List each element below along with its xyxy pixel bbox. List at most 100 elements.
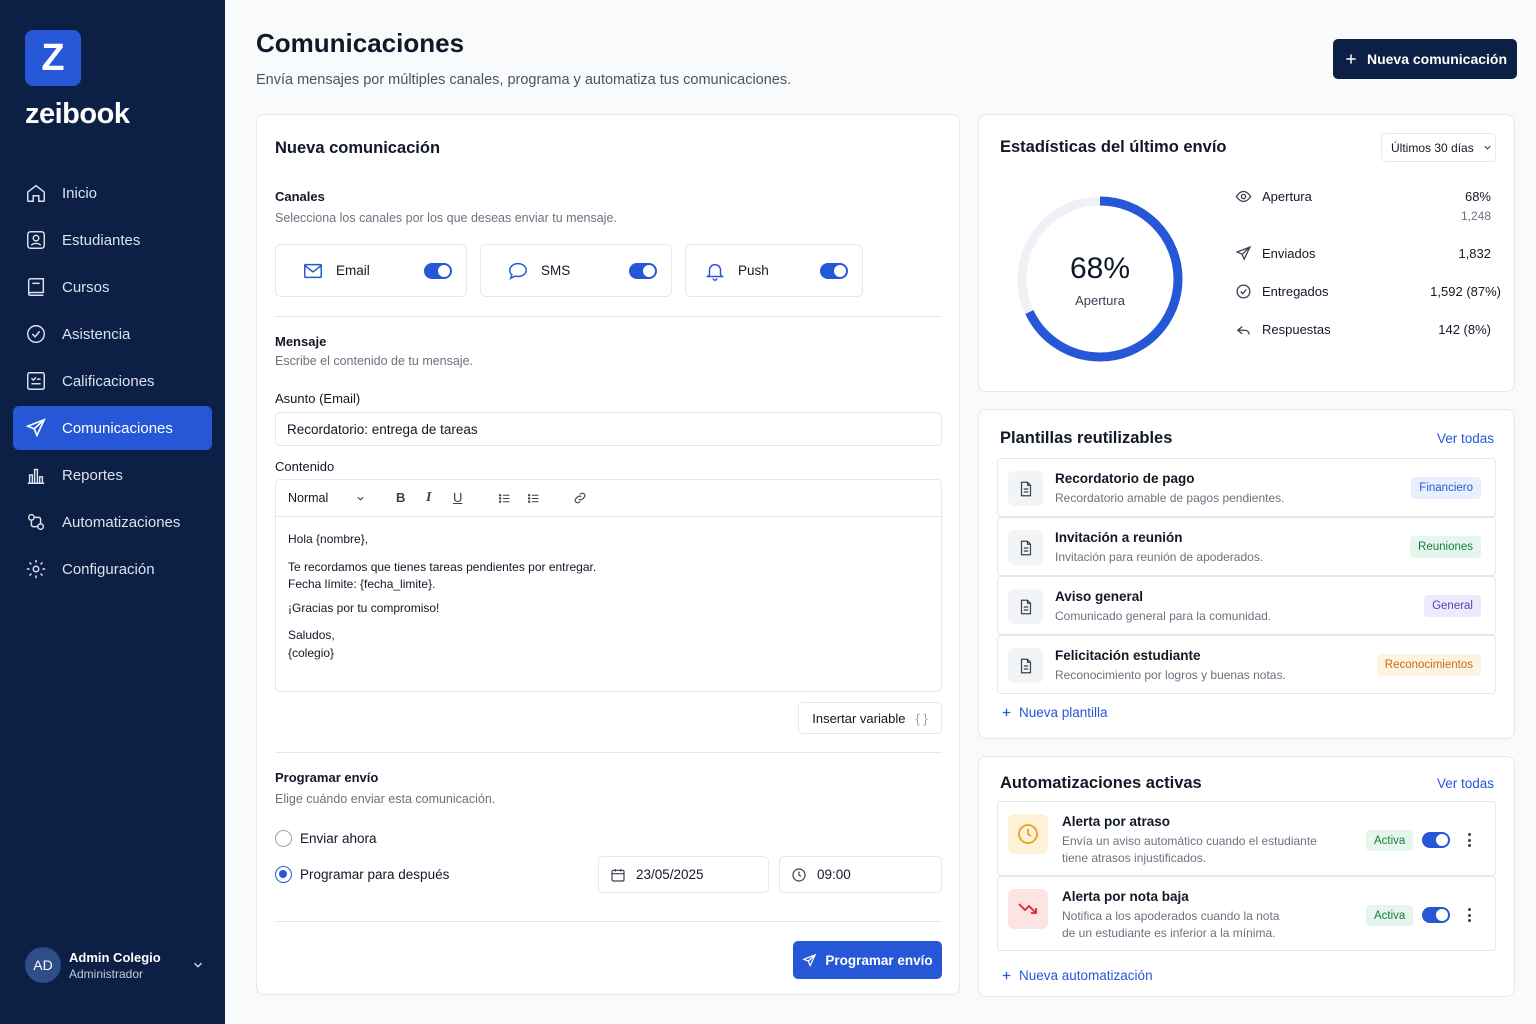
ordered-list-icon[interactable]: [498, 492, 511, 505]
automation-toggle[interactable]: [1422, 832, 1450, 848]
sidebar-item-inicio[interactable]: Inicio: [13, 171, 212, 215]
sms-toggle[interactable]: [629, 263, 657, 279]
range-select[interactable]: Últimos 30 días: [1381, 133, 1496, 162]
subject-value: Recordatorio: entrega de tareas: [287, 421, 478, 437]
divider: [275, 752, 942, 753]
chevron-down-icon: [1484, 145, 1491, 150]
calendar-icon: [611, 868, 625, 882]
send-now-radio[interactable]: [275, 830, 292, 847]
templates-view-all-link[interactable]: Ver todas: [1436, 431, 1494, 446]
template-item[interactable]: Aviso general Comunicado general para la…: [997, 576, 1496, 635]
template-desc: Comunicado general para la comunidad.: [1055, 609, 1272, 623]
send-icon: [1235, 245, 1252, 261]
sidebar-item-asistencia[interactable]: Asistencia: [13, 312, 212, 356]
user-name: Admin Colegio: [69, 949, 161, 965]
body-line: ¡Gracias por tu compromiso!: [288, 600, 440, 615]
document-icon: [1008, 471, 1043, 506]
compose-card: Nueva comunicación Canales Selecciona lo…: [256, 114, 960, 995]
new-communication-label: Nueva comunicación: [1366, 51, 1508, 67]
templates-title: Plantillas reutilizables: [1000, 429, 1173, 447]
email-toggle[interactable]: [424, 263, 452, 279]
sidebar-item-label: Configuración: [62, 560, 155, 578]
send-icon: [802, 953, 817, 967]
automation-title: Alerta por nota baja: [1062, 889, 1189, 904]
templates-card: Plantillas reutilizables Ver todas Recor…: [978, 409, 1515, 739]
new-communication-button[interactable]: Nueva comunicación: [1333, 39, 1517, 79]
content-editor[interactable]: Normal B I U Hola {nombre}, Te recordamo…: [275, 479, 942, 692]
grades-icon: [27, 372, 45, 390]
more-options-icon[interactable]: [1464, 830, 1474, 850]
subject-input[interactable]: Recordatorio: entrega de tareas: [275, 412, 942, 446]
chevron-down-icon[interactable]: [355, 493, 366, 504]
insert-variable-button[interactable]: Insertar variable { }: [798, 702, 942, 734]
automations-title: Automatizaciones activas: [1000, 774, 1202, 792]
bold-button[interactable]: B: [396, 490, 406, 505]
automation-item[interactable]: Alerta por atraso Envía un aviso automát…: [997, 801, 1496, 876]
new-automation-link[interactable]: Nueva automatización: [1000, 968, 1153, 983]
editor-toolbar: Normal B I U: [276, 480, 941, 517]
reply-icon: [1236, 326, 1250, 335]
push-toggle[interactable]: [820, 263, 848, 279]
compose-title: Nueva comunicación: [275, 139, 441, 157]
underline-button[interactable]: U: [453, 490, 463, 505]
stat-value: 68%: [1464, 189, 1491, 204]
template-title: Recordatorio de pago: [1055, 471, 1195, 486]
stat-row-entregados: Entregados 1,592 (87%): [1235, 283, 1501, 300]
automations-view-all-link[interactable]: Ver todas: [1436, 776, 1494, 791]
sidebar-item-label: Automatizaciones: [62, 513, 181, 531]
stat-value: 142 (8%): [1438, 322, 1491, 337]
template-tag: Reuniones: [1410, 536, 1481, 558]
automation-item[interactable]: Alerta por nota baja Notifica a los apod…: [997, 876, 1496, 951]
format-select[interactable]: Normal: [288, 491, 329, 505]
sidebar-item-estudiantes[interactable]: Estudiantes: [13, 218, 212, 262]
sidebar-item-configuracion[interactable]: Configuración: [13, 547, 212, 591]
italic-button[interactable]: I: [426, 490, 432, 505]
donut-arc: [1017, 196, 1183, 362]
more-options-icon[interactable]: [1464, 905, 1474, 925]
link-icon[interactable]: [573, 491, 587, 505]
stats-title: Estadísticas del último envío: [1000, 138, 1227, 156]
stat-value: 1,832: [1458, 246, 1491, 261]
editor-body[interactable]: Hola {nombre}, Te recordamos que tienes …: [276, 517, 941, 682]
schedule-send-button[interactable]: Programar envío: [793, 941, 942, 979]
automation-toggle[interactable]: [1422, 907, 1450, 923]
template-item[interactable]: Recordatorio de pago Recordatorio amable…: [997, 458, 1496, 517]
channel-email[interactable]: Email: [275, 244, 467, 297]
sidebar-item-calificaciones[interactable]: Calificaciones: [13, 359, 212, 403]
bullet-list-icon[interactable]: [527, 492, 540, 505]
time-input[interactable]: 09:00: [779, 856, 942, 893]
chevron-down-icon[interactable]: [191, 958, 205, 972]
plus-icon: [1346, 54, 1356, 64]
open-rate-donut: [1017, 196, 1183, 362]
channel-sms[interactable]: SMS: [480, 244, 672, 297]
sidebar-item-cursos[interactable]: Cursos: [13, 265, 212, 309]
sidebar-item-automatizaciones[interactable]: Automatizaciones: [13, 500, 212, 544]
message-subtitle: Escribe el contenido de tu mensaje.: [275, 354, 474, 368]
divider: [275, 921, 942, 922]
plus-icon: [1002, 708, 1011, 717]
channel-push[interactable]: Push: [685, 244, 863, 297]
divider: [275, 316, 942, 317]
schedule-later-label[interactable]: Programar para después: [300, 867, 450, 882]
check-circle-icon: [1236, 284, 1251, 299]
schedule-label: Programar envío: [275, 770, 379, 785]
book-icon: [27, 278, 45, 296]
user-menu[interactable]: AD Admin Colegio Administrador: [25, 945, 205, 985]
new-template-link[interactable]: Nueva plantilla: [1000, 705, 1108, 720]
sidebar: Z zeibook Inicio Estudiantes Cursos Asis…: [0, 0, 225, 1024]
body-line: {colegio}: [288, 645, 335, 660]
template-item[interactable]: Invitación a reunión Invitación para reu…: [997, 517, 1496, 576]
template-item[interactable]: Felicitación estudiante Reconocimiento p…: [997, 635, 1496, 694]
users-icon: [27, 231, 45, 249]
schedule-later-radio[interactable]: [275, 866, 292, 883]
send-now-label[interactable]: Enviar ahora: [300, 831, 377, 846]
body-line: Saludos,: [288, 628, 335, 642]
sidebar-item-reportes[interactable]: Reportes: [13, 453, 212, 497]
automation-desc: Envía un aviso automático cuando el estu…: [1062, 834, 1317, 865]
sidebar-item-comunicaciones[interactable]: Comunicaciones: [13, 406, 212, 450]
date-input[interactable]: 23/05/2025: [598, 856, 769, 893]
template-tag: General: [1424, 595, 1481, 617]
check-circle-icon: [27, 325, 45, 343]
stat-sub: 1,248: [1460, 209, 1491, 223]
braces-icon: { }: [915, 710, 928, 726]
